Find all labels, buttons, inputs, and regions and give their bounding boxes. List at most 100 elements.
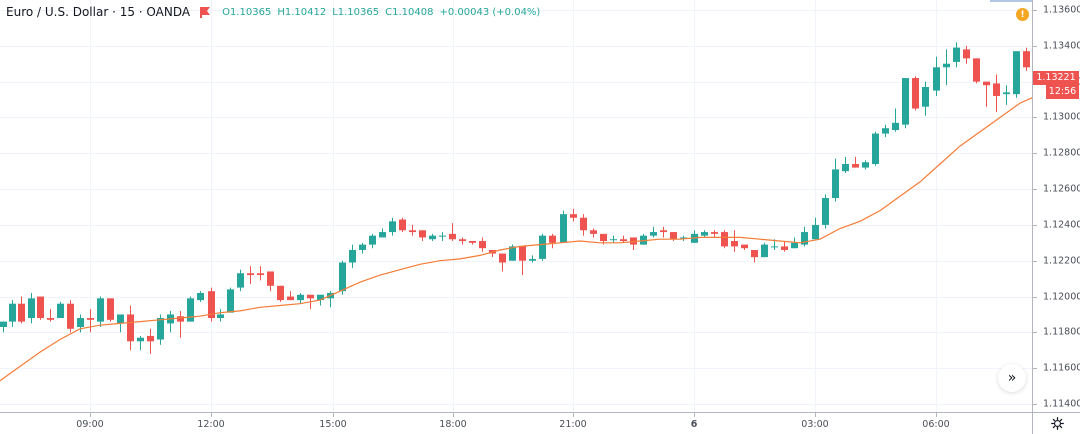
candle-down [479, 241, 486, 249]
candle-down [37, 296, 44, 319]
candle-up [801, 232, 808, 245]
candle-up [227, 289, 234, 313]
candle-up [943, 63, 950, 68]
candle-up [9, 303, 16, 322]
candle-down [127, 314, 134, 342]
candle-up [28, 298, 35, 319]
candle-down [449, 233, 456, 240]
candle-up [0, 321, 7, 327]
price-tick-label: 1.11400 [1043, 398, 1080, 410]
price-tick [1033, 153, 1037, 154]
candle-up [77, 318, 84, 327]
low-value: L1.10365 [332, 6, 380, 18]
candle-up [610, 239, 617, 241]
candle-down [993, 83, 1000, 96]
alert-icon[interactable]: ! [1016, 8, 1029, 21]
candle-up [429, 235, 436, 240]
candle-up [701, 232, 708, 236]
candlestick-chart[interactable] [0, 0, 1033, 412]
price-tick-label: 1.12800 [1043, 147, 1080, 159]
candle-up [933, 67, 940, 91]
moving-average-line [0, 97, 1033, 382]
candle-down [399, 219, 406, 231]
candle-up [902, 78, 909, 125]
candle-up [349, 249, 356, 263]
candle-up [529, 258, 536, 261]
candle-up [217, 314, 224, 319]
symbol-title[interactable]: Euro / U.S. Dollar · 15 · OANDA [6, 5, 191, 19]
change-value: +0.00043 (+0.04%) [439, 6, 541, 18]
price-tick-label: 1.13000 [1043, 111, 1080, 123]
price-axis[interactable]: 1.136001.134001.132001.130001.128001.126… [1032, 0, 1080, 412]
candle-up [771, 246, 778, 248]
price-tick [1033, 117, 1037, 118]
time-tick [453, 413, 454, 417]
candle-up [872, 133, 879, 165]
candle-down [499, 253, 506, 263]
time-tick-label: 06:00 [922, 419, 950, 430]
candle-down [600, 233, 607, 242]
candle-down [590, 230, 597, 234]
flag-icon[interactable] [200, 6, 211, 18]
candle-down [257, 273, 264, 276]
candle-down [731, 241, 738, 247]
price-tick [1033, 297, 1037, 298]
time-tick [211, 413, 212, 417]
open-value: O1.10365 [222, 6, 272, 18]
candle-up [389, 221, 396, 233]
bar-countdown-label: 12:56 [1046, 84, 1079, 99]
candle-down [18, 303, 25, 322]
time-tick [815, 413, 816, 417]
chart-pane[interactable]: Euro / U.S. Dollar · 15 · OANDA O1.10365… [0, 0, 1033, 412]
candle-down [620, 239, 627, 242]
candle-down [419, 230, 426, 238]
price-tick [1033, 404, 1037, 405]
candle-down [409, 230, 416, 233]
candle-up [187, 298, 194, 322]
candle-down [47, 318, 54, 320]
candle-up [650, 232, 657, 236]
candle-down [781, 246, 788, 250]
time-tick-label: 21:00 [559, 419, 587, 430]
candle-up [339, 262, 346, 292]
time-tick-label: 09:00 [76, 419, 104, 430]
candle-down [721, 232, 728, 247]
candle-down [67, 303, 74, 329]
chart-settings-button[interactable] [1032, 412, 1080, 434]
close-value: C1.10408 [385, 6, 434, 18]
price-tick [1033, 261, 1037, 262]
candle-down [469, 241, 476, 243]
scroll-to-realtime-button[interactable]: » [998, 364, 1026, 392]
candle-up [892, 122, 899, 130]
price-tick-label: 1.11600 [1043, 362, 1080, 374]
candle-down [549, 235, 556, 243]
candle-up [137, 337, 144, 342]
time-tick [694, 413, 695, 417]
candle-up [791, 242, 798, 249]
candle-up [369, 235, 376, 245]
candle-up [57, 303, 64, 319]
candle-up [1003, 92, 1010, 95]
price-tick [1033, 189, 1037, 190]
candle-down [852, 164, 859, 168]
time-axis[interactable]: 09:00 12:00 15:00 18:00 21:00 6 03:00 06:00 [0, 412, 1032, 434]
price-tick-label: 1.13600 [1043, 4, 1080, 16]
price-tick [1033, 10, 1037, 11]
time-tick [573, 413, 574, 417]
candle-up [822, 198, 829, 225]
candle-up [539, 235, 546, 259]
price-tick [1033, 225, 1037, 226]
price-tick [1033, 368, 1037, 369]
candle-down [147, 335, 154, 342]
candle-up [842, 164, 849, 172]
candle-down [963, 49, 970, 59]
candle-down [741, 244, 748, 249]
candle-up [560, 214, 567, 243]
candle-down [287, 296, 294, 301]
time-tick [333, 413, 334, 417]
current-price-label: 1.13221 [1033, 70, 1079, 85]
time-tick [936, 413, 937, 417]
candle-down [570, 214, 577, 218]
candle-down [87, 318, 94, 320]
candle-up [862, 162, 869, 168]
